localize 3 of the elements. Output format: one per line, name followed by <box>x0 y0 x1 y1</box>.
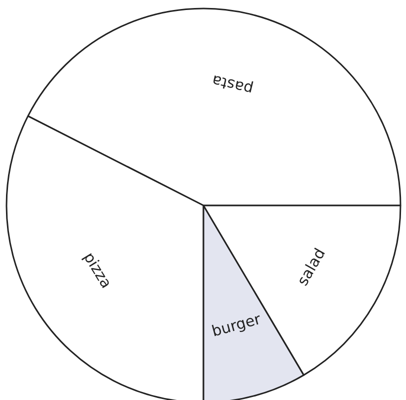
slice-label: salad <box>294 245 329 289</box>
slice-label: pasta <box>210 71 255 99</box>
slice-label: burger <box>210 310 264 340</box>
